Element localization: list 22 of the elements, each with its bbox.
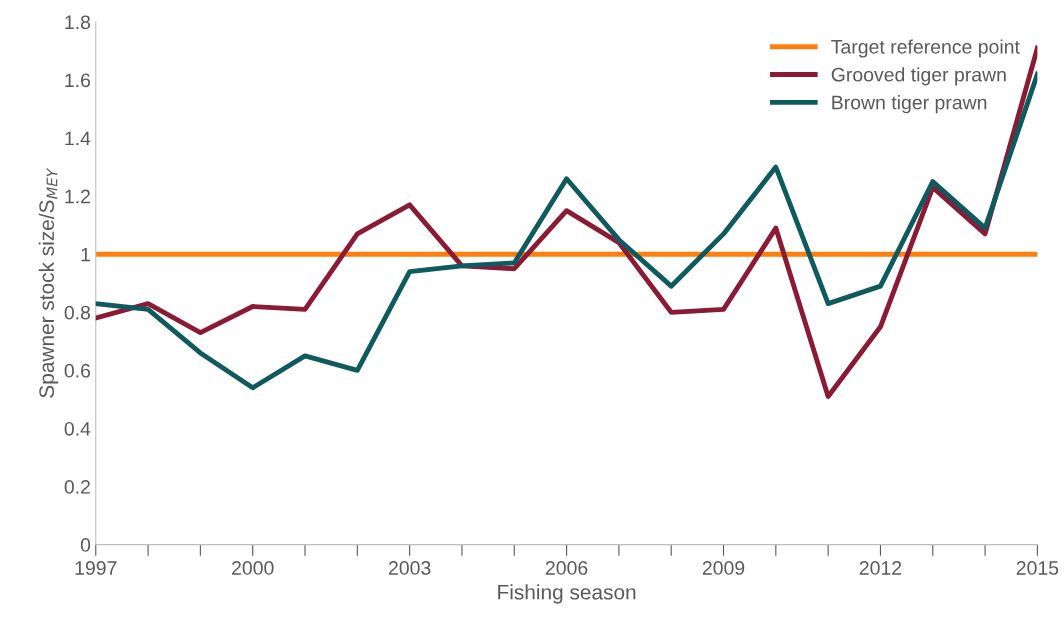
y-axis-title: Spawner stock size/S$_{MEY}$ xyxy=(38,167,59,398)
x-tick-label: 2000 xyxy=(232,561,274,575)
y-tick-label: 0.6 xyxy=(64,363,91,378)
y-tick-label: 1 xyxy=(81,247,90,262)
x-tick-label: 2015 xyxy=(1016,561,1059,575)
x-tick-label: 2006 xyxy=(545,561,588,575)
y-tick-label: 1.2 xyxy=(65,189,90,204)
y-tick-label: 1.4 xyxy=(65,131,91,146)
legend-label: Brown tiger prawn xyxy=(832,95,987,114)
x-tick-label: 2009 xyxy=(702,561,745,575)
x-tick-label: 2003 xyxy=(388,561,431,575)
x-tick-label: 1997 xyxy=(75,561,117,575)
x-tick-label: 2012 xyxy=(859,561,902,575)
y-tick-label: 0 xyxy=(80,538,91,552)
legend-label: Grooved tiger prawn xyxy=(831,67,1006,86)
x-axis-title: Fishing season xyxy=(498,584,636,604)
y-tick-label: 1.8 xyxy=(65,15,91,30)
y-tick-label: 1.6 xyxy=(65,73,91,88)
legend-label: Target reference point xyxy=(831,39,1020,58)
y-tick-label: 0.2 xyxy=(64,480,90,494)
y-tick-label: 0.4 xyxy=(64,421,91,436)
y-tick-label: 0.8 xyxy=(64,305,91,320)
